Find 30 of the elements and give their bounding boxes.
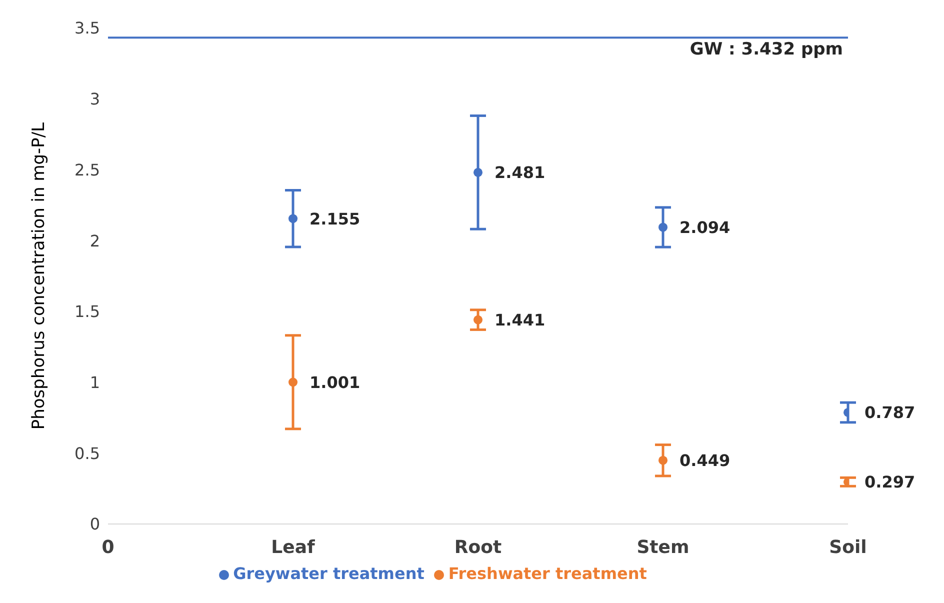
point <box>473 168 483 177</box>
point <box>473 315 483 324</box>
y-tick-label: 0.5 <box>74 444 100 463</box>
ref-line-label: GW : 3.432 ppm <box>690 40 843 60</box>
point <box>658 456 668 465</box>
x-tick-label: Soil <box>829 536 867 558</box>
data-label: 0.787 <box>864 403 916 422</box>
point <box>288 378 298 387</box>
data-label: 1.441 <box>494 310 546 330</box>
point <box>288 214 298 224</box>
data-label: 2.155 <box>310 209 360 228</box>
legend-label: Greywater treatment <box>233 564 424 583</box>
data-label: 0.449 <box>680 451 730 470</box>
y-tick-label: 1.5 <box>74 302 100 322</box>
y-tick-label: 1 <box>90 372 100 392</box>
data-label: 2.481 <box>494 163 546 182</box>
x-tick-label: Stem <box>636 536 690 558</box>
x-tick-label: Leaf <box>271 536 315 558</box>
y-tick-label: 2.5 <box>74 160 100 180</box>
legend-label: Freshwater treatment <box>448 564 647 583</box>
point <box>658 222 668 232</box>
y-tick-label: 0 <box>90 514 100 534</box>
data-label: 0.297 <box>864 472 916 492</box>
y-tick-label: 2 <box>90 231 100 250</box>
y-tick-label: 3.5 <box>74 18 100 38</box>
x-tick-label: Root <box>454 536 502 558</box>
data-label: 1.001 <box>310 372 360 392</box>
y-tick-label: 3 <box>90 90 100 109</box>
y-axis-title: Phosphorus concentration in mg-P/L <box>29 122 50 430</box>
data-label: 2.094 <box>680 218 730 237</box>
